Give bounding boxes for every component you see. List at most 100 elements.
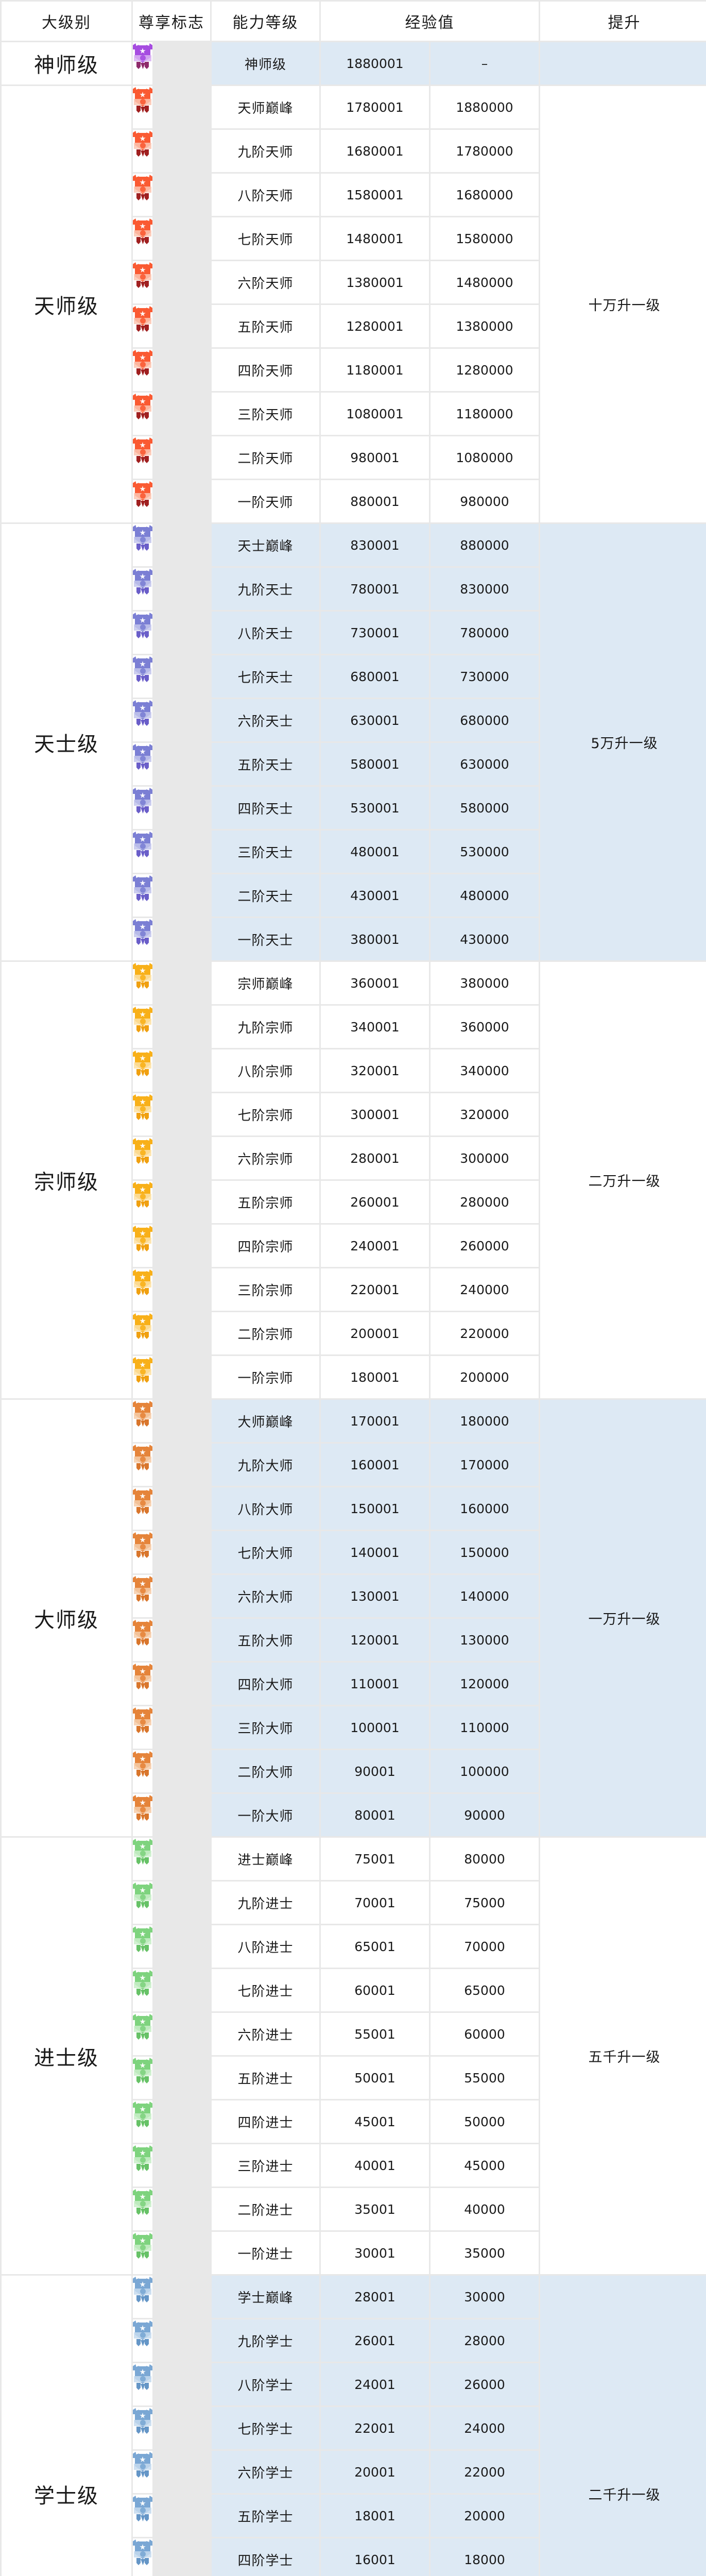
- exp-max-cell: 780000: [431, 612, 539, 654]
- table-row: 一阶天师 880001 980000: [2, 480, 706, 522]
- exp-min-cell: 30001: [321, 2232, 429, 2274]
- badge-cell: [133, 2363, 152, 2405]
- rank-badge-icon: [133, 2013, 152, 2040]
- rank-badge-icon: [133, 1882, 152, 1908]
- exp-max-cell: 240000: [431, 1268, 539, 1311]
- upgrade-rule-cell: 五千升一级: [540, 1838, 706, 2274]
- table-row: 五阶学士 18001 20000: [2, 2495, 706, 2537]
- rank-badge-icon: [133, 1137, 152, 1164]
- badge-cell: [133, 436, 152, 479]
- ability-level-cell: 四阶天士: [212, 787, 319, 829]
- rank-badge-icon: [133, 1663, 152, 1689]
- rank-badge-icon: [133, 1181, 152, 1208]
- table-row: 九阶进士 70001 75000: [2, 1882, 706, 1924]
- ability-level-cell: 一阶大师: [212, 1794, 319, 1836]
- badge-cell: [133, 1312, 152, 1354]
- exp-min-cell: 150001: [321, 1487, 429, 1530]
- exp-max-cell: 1180000: [431, 393, 539, 435]
- exp-min-cell: 16001: [321, 2538, 429, 2576]
- exp-max-cell: 130000: [431, 1619, 539, 1661]
- table-row: 天士级 天士巅峰 830001 880000 5万升一级: [2, 524, 706, 960]
- exp-min-cell: 80001: [321, 1794, 429, 1836]
- table-row: 六阶天师 1380001 1480000: [2, 261, 706, 303]
- exp-min-cell: 160001: [321, 1444, 429, 1486]
- exp-min-cell: 340001: [321, 1006, 429, 1048]
- exp-max-cell: 680000: [431, 699, 539, 741]
- badge-cell: [133, 831, 152, 873]
- ability-level-cell: 九阶天师: [212, 130, 319, 172]
- table-row: 二阶大师 90001 100000: [2, 1750, 706, 1792]
- exp-min-cell: 70001: [321, 1882, 429, 1924]
- major-tier-cell: 宗师级: [2, 962, 131, 1398]
- exp-max-cell: 70000: [431, 1925, 539, 1968]
- badge-cell: [133, 1882, 152, 1924]
- ability-level-cell: 九阶天士: [212, 568, 319, 610]
- badge-cell: [133, 655, 152, 698]
- table-row: 三阶天师 1080001 1180000: [2, 393, 706, 435]
- exp-min-cell: 980001: [321, 436, 429, 479]
- exp-min-cell: 680001: [321, 655, 429, 698]
- exp-min-cell: 220001: [321, 1268, 429, 1311]
- exp-min-cell: 28001: [321, 2276, 429, 2318]
- badge-cell: [133, 2057, 152, 2099]
- exp-min-cell: 35001: [321, 2188, 429, 2230]
- exp-max-cell: 280000: [431, 1181, 539, 1223]
- exp-min-cell: 1880001: [321, 42, 429, 84]
- exp-min-cell: 240001: [321, 1225, 429, 1267]
- exp-min-cell: 1280001: [321, 305, 429, 347]
- badge-cell: [133, 174, 152, 216]
- exp-max-cell: 45000: [431, 2144, 539, 2187]
- rank-badge-icon: [133, 1706, 152, 1733]
- header-row: 大级别 尊享标志 能力等级 经验值 提升: [2, 2, 706, 41]
- ability-level-cell: 一阶进士: [212, 2232, 319, 2274]
- ability-level-cell: 二阶天师: [212, 436, 319, 479]
- exp-min-cell: 1480001: [321, 217, 429, 260]
- table-row: 六阶宗师 280001 300000: [2, 1137, 706, 1179]
- badge-cell: [133, 1049, 152, 1092]
- ability-level-cell: 六阶天师: [212, 261, 319, 303]
- table-row: 六阶大师 130001 140000: [2, 1575, 706, 1617]
- ability-level-cell: 二阶宗师: [212, 1312, 319, 1354]
- rank-badge-icon: [133, 2538, 152, 2565]
- ability-level-cell: 四阶大师: [212, 1663, 319, 1705]
- exp-max-cell: 1780000: [431, 130, 539, 172]
- exp-min-cell: 1080001: [321, 393, 429, 435]
- exp-max-cell: 300000: [431, 1137, 539, 1179]
- badge-cell: [133, 42, 152, 84]
- ability-level-cell: 二阶大师: [212, 1750, 319, 1792]
- exp-max-cell: 830000: [431, 568, 539, 610]
- badge-cell: [133, 393, 152, 435]
- rank-badge-icon: [133, 480, 152, 507]
- exp-max-cell: 480000: [431, 874, 539, 917]
- exp-min-cell: 280001: [321, 1137, 429, 1179]
- rank-badge-icon: [133, 1838, 152, 1865]
- table-row: 五阶大师 120001 130000: [2, 1619, 706, 1661]
- ability-level-cell: 七阶天士: [212, 655, 319, 698]
- exp-min-cell: 830001: [321, 524, 429, 566]
- table-row: 五阶天士 580001 630000: [2, 743, 706, 785]
- rank-badge-icon: [133, 86, 152, 113]
- exp-max-cell: 90000: [431, 1794, 539, 1836]
- exp-min-cell: 26001: [321, 2319, 429, 2362]
- badge-cell: [133, 874, 152, 917]
- exp-min-cell: 360001: [321, 962, 429, 1004]
- rank-badge-icon: [133, 174, 152, 200]
- ability-level-cell: 学士巅峰: [212, 2276, 319, 2318]
- badge-cell: [133, 2232, 152, 2274]
- rank-badge-icon: [133, 918, 152, 945]
- table-row: 四阶学士 16001 18000: [2, 2538, 706, 2576]
- rank-badge-icon: [133, 2100, 152, 2127]
- exp-max-cell: 1480000: [431, 261, 539, 303]
- exp-max-cell: 880000: [431, 524, 539, 566]
- rank-badge-icon: [133, 2144, 152, 2171]
- badge-cell: [133, 1006, 152, 1048]
- rank-badge-icon: [133, 2495, 152, 2521]
- exp-min-cell: 1380001: [321, 261, 429, 303]
- table-header: 大级别 尊享标志 能力等级 经验值 提升: [2, 2, 706, 41]
- exp-max-cell: 380000: [431, 962, 539, 1004]
- exp-min-cell: 40001: [321, 2144, 429, 2187]
- exp-min-cell: 65001: [321, 1925, 429, 1968]
- ability-level-cell: 一阶天士: [212, 918, 319, 960]
- exp-min-cell: 24001: [321, 2363, 429, 2405]
